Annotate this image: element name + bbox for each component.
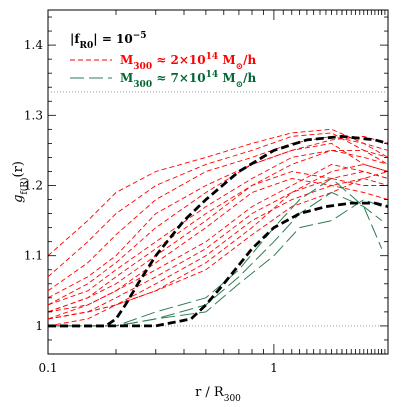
series-line-red-11 (47, 171, 389, 320)
series-line-green-1 (48, 178, 383, 327)
series-line-black-1 (48, 201, 389, 328)
y-axis-label: gf(R)(r) (11, 161, 30, 203)
x-tick-label: 1 (270, 361, 278, 375)
legend: |fR0| = 10−5 M300 ≈ 2×1014 M⊙/h M300 ≈ 7… (70, 31, 257, 90)
ticks-layer: 1 1.1 1.2 1.3 1.4 0.1 1 (24, 10, 389, 375)
series-line-red-5 (47, 149, 389, 306)
series-line-red-7 (47, 171, 389, 313)
legend-entry-red: M300 ≈ 2×1014 M⊙/h (120, 52, 257, 72)
series-line-green-0 (48, 192, 383, 327)
series-line-red-0 (47, 128, 389, 257)
y-tick-label: 1.4 (24, 38, 43, 52)
series-layer (47, 128, 389, 328)
plot-area (47, 9, 389, 355)
series-line-black-0 (48, 135, 389, 328)
series-line-red-10 (47, 178, 388, 320)
series-line-red-13 (47, 178, 389, 327)
series-line-red-6 (47, 149, 389, 313)
legend-header: |fR0| = 10−5 (70, 31, 147, 51)
legend-entry-green: M300 ≈ 7×1014 M⊙/h (120, 70, 257, 90)
x-axis-label: r / R300 (195, 385, 241, 404)
series-line-red-12 (47, 163, 389, 320)
y-tick-label: 1.2 (24, 179, 43, 193)
x-tick-label: 0.1 (38, 361, 57, 375)
series-line-red-1 (47, 132, 389, 278)
y-tick-label: 1.1 (24, 249, 43, 263)
series-line-red-2 (47, 135, 389, 292)
y-tick-label: 1.3 (24, 108, 43, 122)
series-line-red-3 (47, 135, 389, 299)
y-tick-label: 1 (35, 319, 43, 333)
series-line-green-2 (48, 199, 382, 327)
series-line-red-9 (47, 163, 389, 320)
